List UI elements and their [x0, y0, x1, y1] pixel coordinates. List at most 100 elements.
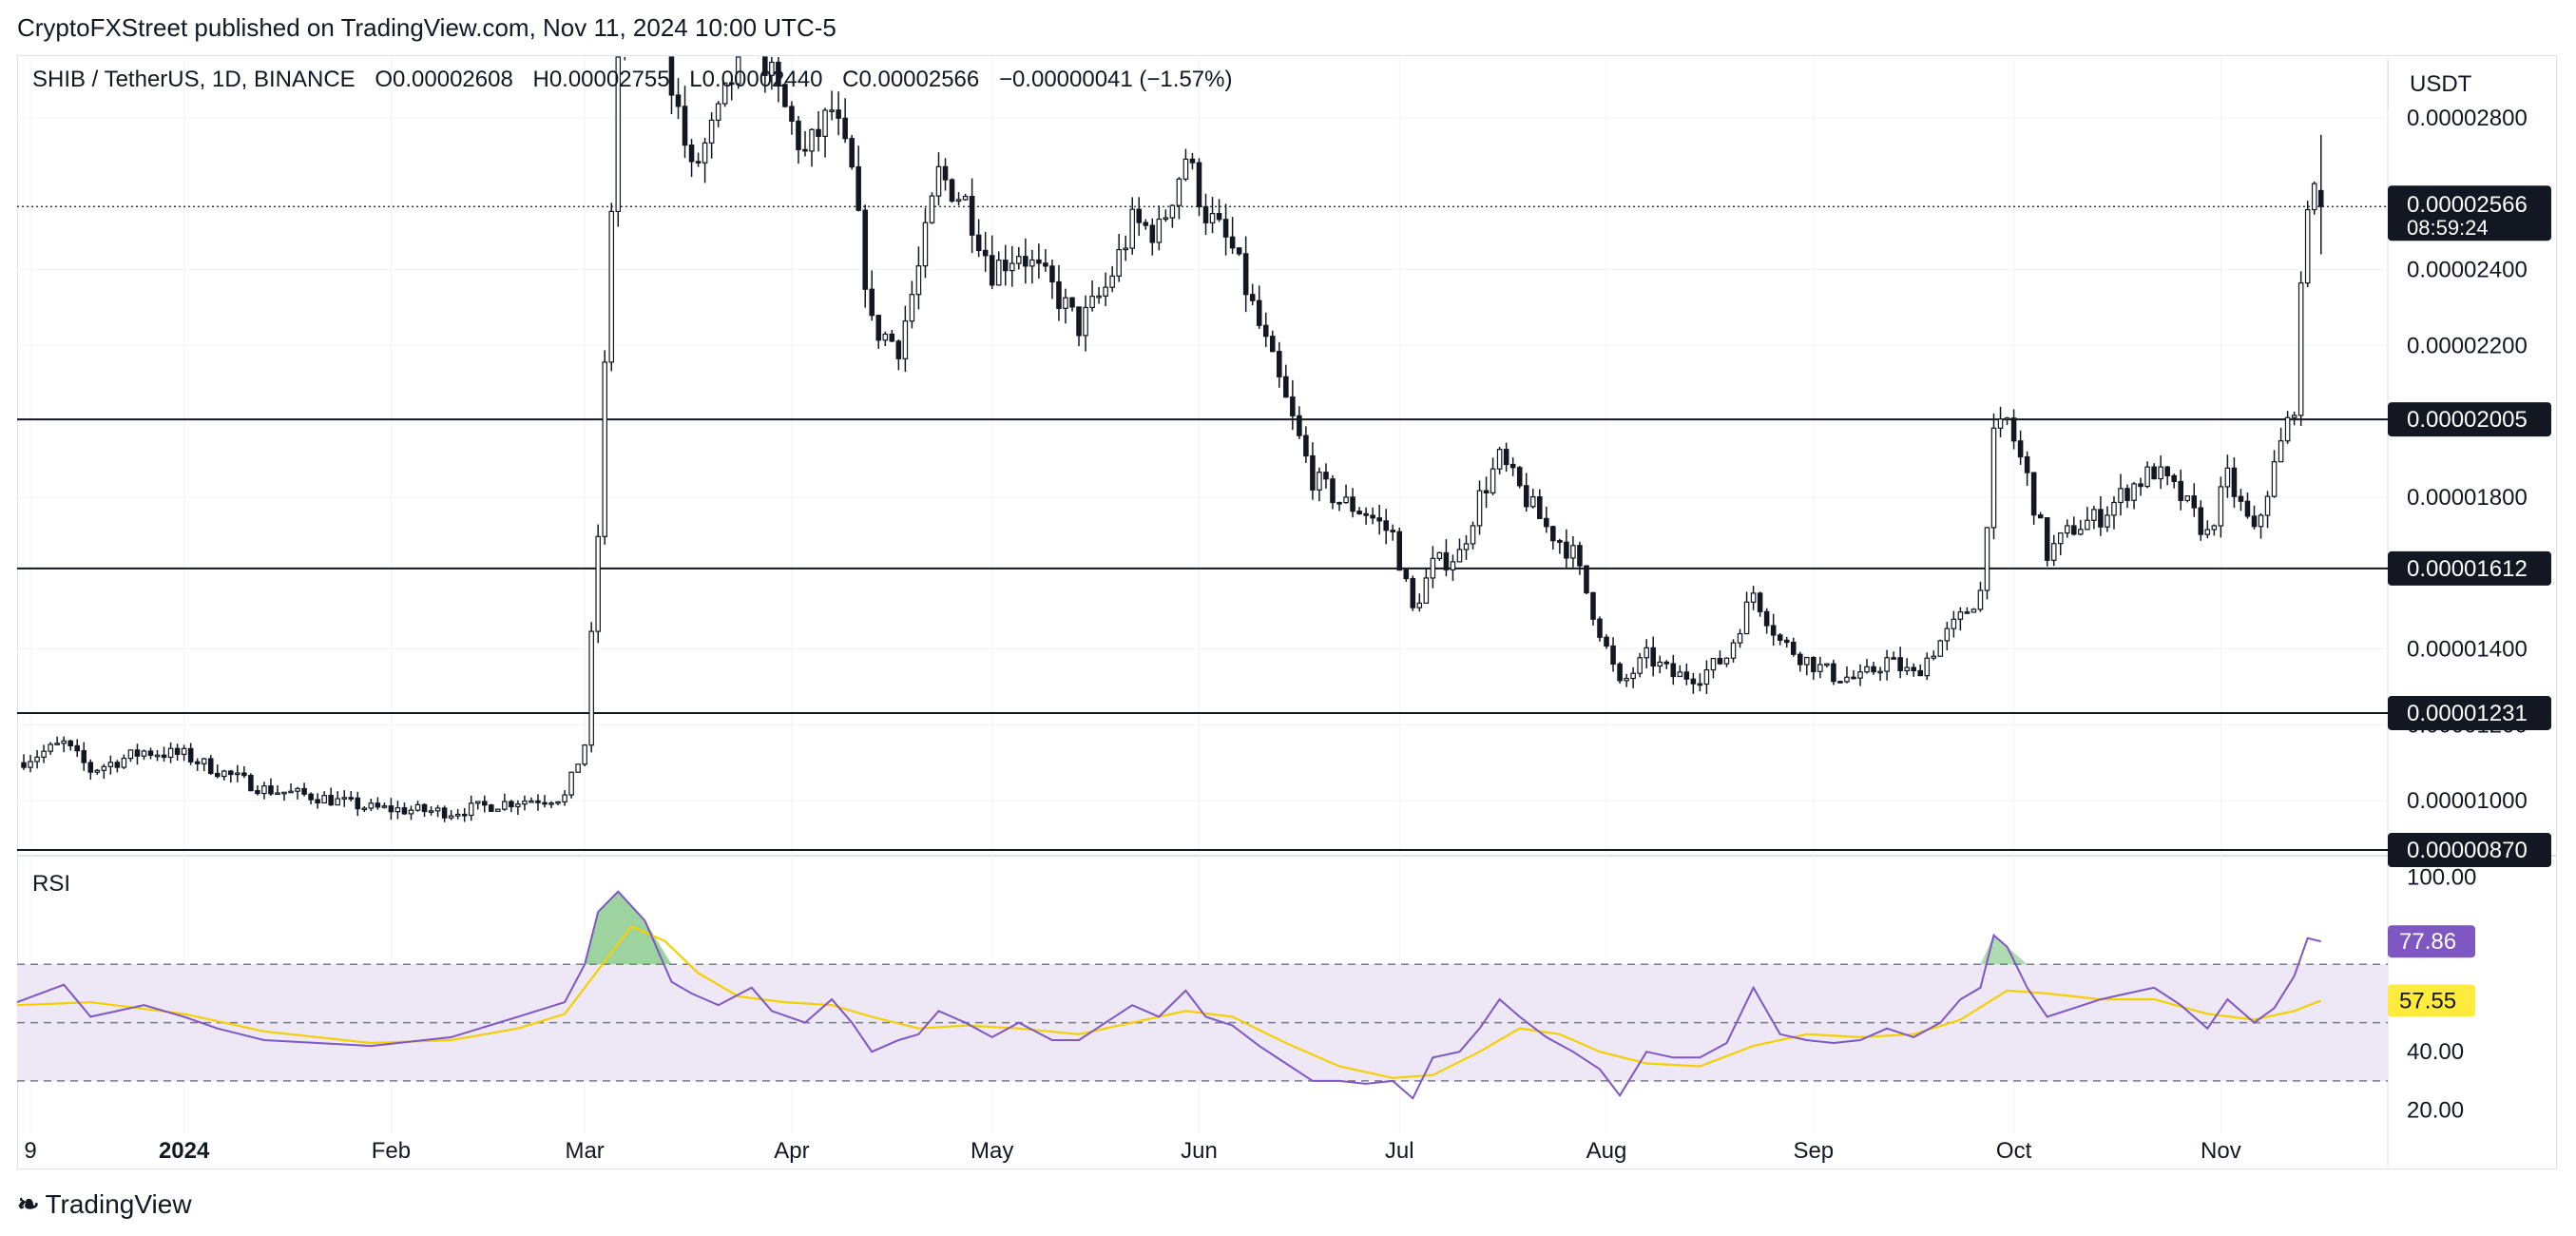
candle-up	[588, 630, 594, 746]
candle-down	[1509, 463, 1516, 469]
candle-up	[1630, 672, 1636, 680]
candle-up	[2118, 488, 2124, 504]
candle-up	[454, 813, 461, 817]
candle-up	[1163, 217, 1169, 221]
price-tick-label: 0.00002200	[2407, 333, 2528, 358]
candle-up	[2211, 525, 2218, 531]
candle-down	[1383, 520, 1389, 531]
candle-down	[2017, 440, 2024, 458]
candle-up	[1723, 657, 1730, 665]
time-tick-label: Mar	[565, 1138, 604, 1164]
publisher-line: CryptoFXStreet published on TradingView.…	[17, 13, 836, 42]
candle-down	[1544, 517, 1549, 528]
candle-up	[1710, 657, 1717, 671]
candle-down	[2244, 500, 2251, 517]
candle-up	[935, 165, 942, 197]
candle-down	[2151, 466, 2157, 480]
candle-up	[2065, 525, 2070, 534]
price-tick-label: 0.00002400	[2407, 257, 2528, 282]
candle-up	[275, 792, 280, 796]
candle-down	[1303, 435, 1309, 457]
candle-up	[615, 56, 622, 213]
price-tick-label: 0.00001800	[2407, 485, 2528, 511]
candle-down	[187, 747, 194, 763]
candle-down	[1831, 663, 1836, 683]
candle-up	[2311, 183, 2317, 211]
candle-up	[1109, 275, 1115, 288]
candle-up	[2284, 416, 2291, 442]
candle-down	[1550, 526, 1556, 542]
candle-up	[909, 294, 915, 322]
candle-up	[474, 801, 481, 804]
candle-down	[1136, 208, 1143, 223]
candle-up	[141, 750, 147, 757]
candle-up	[2085, 519, 2090, 531]
candle-up	[154, 754, 161, 758]
candle-up	[995, 260, 1002, 286]
candle-up	[1343, 496, 1349, 504]
candle-up	[321, 795, 327, 804]
candle-up	[1116, 248, 1122, 277]
candle-down	[776, 61, 781, 86]
candle-down	[1202, 205, 1209, 223]
legend-low: L0.00002440	[689, 67, 823, 92]
candle-up	[295, 787, 300, 792]
level-price-badge: 0.00001612	[2407, 556, 2528, 582]
candle-up	[1456, 549, 1463, 563]
candle-down	[255, 790, 260, 795]
candle-up	[1904, 666, 1910, 672]
candle-down	[949, 179, 955, 203]
candle-up	[2184, 495, 2191, 501]
rsi-ma-badge: 57.55	[2399, 988, 2456, 1014]
candle-up	[1129, 208, 1136, 249]
candle-up	[48, 744, 53, 752]
candle-down	[855, 165, 861, 211]
candle-up	[341, 797, 348, 800]
level-price-badge-bg	[2388, 550, 2551, 586]
candle-down	[2037, 514, 2044, 519]
candle-down	[1604, 636, 1609, 647]
rsi-lines-layer	[16, 890, 2322, 1100]
candle-down	[2138, 483, 2143, 488]
candle-up	[1476, 490, 1483, 527]
candle-down	[1390, 530, 1396, 532]
candle-up	[1984, 527, 1990, 591]
candle-down	[214, 772, 221, 778]
candle-down	[1523, 485, 1529, 508]
candle-up	[1997, 418, 2004, 429]
candle-up	[702, 142, 708, 164]
candle-up	[809, 128, 815, 152]
candle-down	[1590, 591, 1596, 620]
candle-up	[2050, 543, 2057, 561]
candle-down	[1283, 376, 1289, 398]
candle-up	[107, 762, 114, 767]
currency-selector[interactable]: USDT	[2388, 61, 2547, 108]
candle-down	[1330, 478, 1336, 504]
candle-up	[548, 801, 554, 805]
candle-up	[769, 61, 775, 76]
candle-down	[2164, 466, 2170, 476]
candle-down	[355, 797, 361, 810]
candle-down	[1363, 512, 1369, 516]
candle-down	[2098, 509, 2104, 528]
candle-down	[421, 803, 428, 813]
candle-up	[1924, 657, 1931, 677]
legend-high: H0.00002755	[532, 67, 670, 92]
candle-up	[61, 740, 67, 744]
current-price-badge: 0.00002566	[2407, 192, 2528, 218]
candle-down	[2171, 474, 2177, 483]
candle-down	[2238, 495, 2244, 502]
candle-down	[1297, 415, 1302, 436]
candle-up	[1824, 663, 1830, 666]
candle-up	[1931, 655, 1937, 659]
candle-down	[1917, 669, 1924, 677]
candle-up	[1817, 664, 1823, 672]
candle-up	[181, 747, 187, 755]
candle-down	[1770, 625, 1777, 636]
candle-down	[1783, 639, 1790, 644]
candle-down	[942, 165, 949, 181]
candle-up	[1977, 589, 1984, 610]
candle-up	[2105, 514, 2110, 528]
candle-up	[955, 199, 962, 203]
